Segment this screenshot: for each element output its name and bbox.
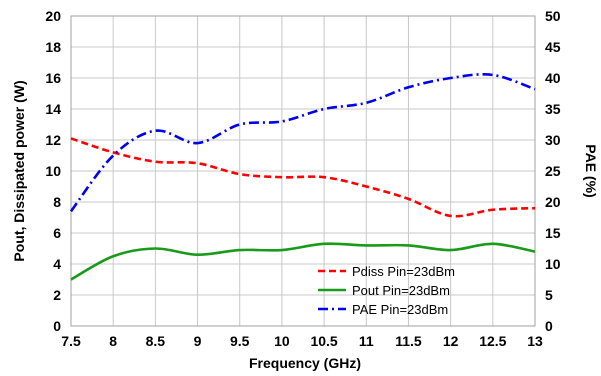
chart-ticks: 7.5 8 8.5 9 9.5 10 10.5 11 11.5 12 12.5 13024681012…: [45, 8, 560, 349]
legend-label-1: Pout Pin=23dBm: [352, 283, 450, 298]
x-tick-label: 11.5: [395, 333, 422, 349]
series-line-0: [70, 137, 536, 218]
legend-label-0: Pdiss Pin=23dBm: [352, 264, 455, 279]
x-axis-label: Frequency (GHz): [249, 355, 361, 371]
y-tick-label: 12: [45, 132, 61, 148]
x-tick-label: 10.5: [310, 333, 337, 349]
y2-axis-label: PAE (%): [583, 144, 599, 197]
y-tick-label: 10: [45, 163, 61, 179]
x-tick-label: 11: [359, 333, 374, 349]
y2-tick-label: 30: [545, 132, 561, 148]
chart-series: [69, 73, 536, 281]
y-tick-label: 18: [45, 39, 61, 55]
y2-tick-label: 10: [545, 256, 561, 272]
x-tick-label: 9: [194, 333, 202, 349]
y-tick-label: 6: [53, 225, 61, 241]
x-tick-label: 9.5: [230, 333, 250, 349]
y2-tick-label: 35: [545, 101, 561, 117]
y-axis-label: Pout, Dissipated power (W): [11, 80, 27, 261]
y-tick-label: 0: [53, 318, 61, 334]
y2-tick-label: 45: [545, 39, 561, 55]
chart-legend: Pdiss Pin=23dBm Pout Pin=23dBm PAE Pin=23d…: [318, 264, 455, 317]
y-tick-label: 8: [53, 194, 61, 210]
x-tick-label: 8: [109, 333, 117, 349]
x-tick-label: 7.5: [61, 333, 81, 349]
y2-tick-label: 5: [545, 287, 553, 303]
y2-tick-label: 25: [545, 163, 561, 179]
x-tick-label: 13: [527, 333, 543, 349]
y2-tick-label: 50: [545, 8, 561, 24]
y-tick-label: 14: [45, 101, 61, 117]
chart-grid: [70, 15, 536, 327]
x-tick-label: 10: [274, 333, 290, 349]
x-tick-label: 8.5: [146, 333, 166, 349]
x-tick-label: 12: [443, 333, 459, 349]
y2-tick-label: 15: [545, 225, 561, 241]
y-tick-label: 20: [45, 8, 61, 24]
y-tick-label: 4: [53, 256, 61, 272]
legend-label-2: PAE Pin=23dBm: [352, 302, 448, 317]
series-line-1: [70, 242, 536, 281]
plot-frame: [70, 15, 536, 327]
series-line-2: [69, 73, 536, 213]
y-tick-label: 2: [53, 287, 61, 303]
x-tick-label: 12.5: [479, 333, 506, 349]
y-tick-label: 16: [45, 70, 61, 86]
y2-tick-label: 40: [545, 70, 561, 86]
y2-tick-label: 0: [545, 318, 553, 334]
y2-tick-label: 20: [545, 194, 561, 210]
